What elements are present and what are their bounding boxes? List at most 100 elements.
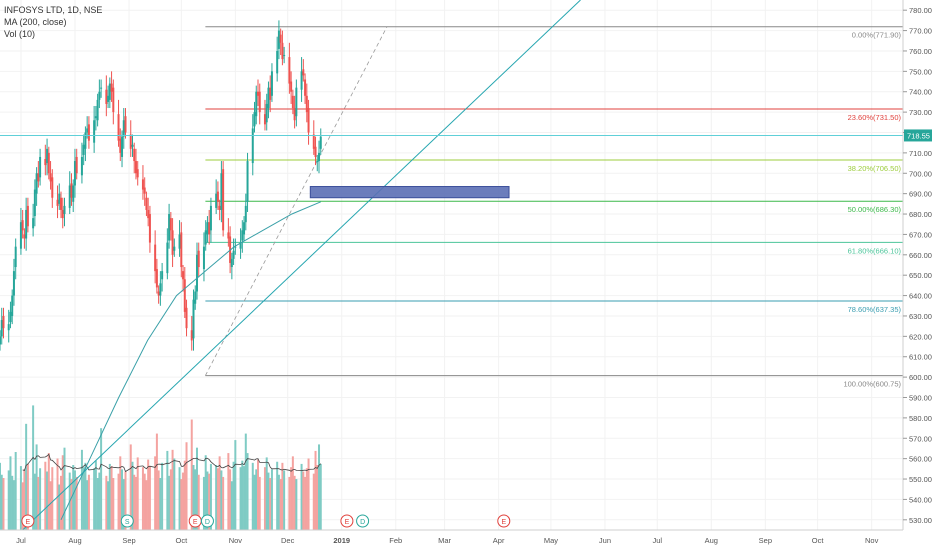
candle-body: [124, 116, 127, 133]
candle-body: [291, 95, 294, 109]
volume-bar: [204, 455, 207, 530]
candle-body: [2, 315, 5, 329]
current-price-badge: [904, 129, 932, 142]
drawings[interactable]: [0, 0, 903, 531]
candle-body: [269, 87, 272, 100]
volume-bar: [49, 481, 52, 530]
candle-body: [244, 205, 247, 223]
fib-trend-line: [205, 26, 388, 376]
volume-bar: [51, 467, 54, 530]
event-marker-letter: D: [360, 519, 365, 526]
volume-bar: [0, 474, 3, 530]
volume-bar: [319, 463, 322, 530]
volume-bar: [253, 474, 256, 530]
volume-bar: [26, 463, 29, 530]
fib-level-label: 0.00%(771.90): [852, 31, 902, 40]
volume-bar: [180, 479, 183, 530]
candle-body: [281, 42, 284, 60]
volume-bar: [215, 465, 218, 530]
price-tick-label: 540.00: [909, 495, 932, 504]
volume-bar: [288, 476, 291, 530]
candle-body: [305, 95, 308, 113]
volume-bar: [133, 474, 136, 530]
volume-bar: [70, 479, 73, 530]
candle-body: [9, 311, 12, 323]
time-tick-label: Nov: [865, 536, 879, 545]
volume-bar: [154, 456, 157, 530]
fib-level-label: 38.20%(706.50): [848, 164, 902, 173]
volume-bar: [185, 442, 188, 530]
candle-body: [133, 148, 136, 162]
legend-symbol[interactable]: INFOSYS LTD, 1D, NSE: [4, 5, 103, 15]
candle-body: [134, 161, 137, 174]
candle-body: [300, 71, 303, 90]
plot-background: [0, 0, 903, 530]
volume-bar: [33, 473, 36, 530]
volume-bar: [258, 476, 261, 530]
candle-body: [257, 91, 259, 96]
candle-body: [145, 197, 148, 210]
volume-bar: [2, 478, 5, 530]
volume-bar: [312, 473, 315, 530]
price-tick-label: 600.00: [909, 373, 932, 382]
candle-body: [12, 271, 15, 296]
time-axis[interactable]: Jul Aug Sep Oct Nov Dec 2019 Feb Mar Apr May Jun Jul…: [0, 529, 903, 545]
volume-bar: [197, 474, 200, 530]
volume-bar: [93, 468, 96, 530]
candle-body: [312, 134, 315, 149]
volume-bar: [206, 471, 209, 530]
candle-body: [230, 258, 233, 268]
volume-bar: [318, 444, 321, 530]
volume-bar: [131, 461, 134, 530]
volume-bar: [143, 473, 146, 530]
price-tick-label: 620.00: [909, 332, 932, 341]
volume-bar: [145, 480, 148, 530]
candle-body: [131, 144, 134, 147]
volume-bar: [208, 473, 211, 530]
time-tick-label: Sep: [122, 536, 135, 545]
candle-body: [157, 291, 160, 296]
price-tick-label: 550.00: [909, 475, 932, 484]
time-tick-label: Apr: [493, 536, 505, 545]
volume-bar: [171, 449, 174, 530]
candle-body: [304, 79, 307, 96]
candle-body: [267, 87, 270, 109]
volume-bar: [61, 455, 64, 530]
candle-body: [302, 69, 305, 76]
volume-bar: [44, 461, 47, 530]
volume-bar: [178, 467, 181, 530]
volume-bar: [291, 456, 294, 530]
volume-bar: [63, 447, 66, 530]
volume-bar: [121, 469, 124, 530]
volume-bar: [21, 482, 24, 530]
legend-ma[interactable]: MA (200, close): [4, 17, 67, 27]
volume-bar: [58, 484, 61, 530]
price-tick-label: 590.00: [909, 394, 932, 403]
candle-body: [37, 173, 40, 182]
volume-bar: [192, 465, 195, 530]
candle-body: [87, 124, 90, 141]
event-marker-letter: S: [125, 519, 130, 526]
volume-bar: [60, 475, 63, 530]
candle-body: [202, 246, 205, 270]
candle-body: [276, 50, 279, 74]
fib-level-label: 100.00%(600.75): [843, 380, 901, 389]
support-trendline: [22, 0, 581, 531]
candle-body: [204, 230, 207, 245]
price-axis[interactable]: 780.00770.00760.00750.00740.00730.00720.…: [902, 0, 932, 530]
ma200-line: [60, 201, 321, 521]
candle-body: [119, 138, 122, 153]
volume-bar: [202, 476, 205, 530]
volume-bar: [182, 472, 185, 530]
volume-bar: [290, 467, 293, 530]
price-tick-label: 610.00: [909, 353, 932, 362]
volume-bar: [302, 471, 305, 530]
volume-bar: [293, 475, 296, 530]
fib-retracement[interactable]: 0.00%(771.90) 23.60%(731.50) 38.20%(706.50…: [205, 26, 903, 389]
volume-bar: [267, 472, 270, 530]
candle-body: [155, 269, 158, 288]
legend-vol[interactable]: Vol (10): [4, 29, 36, 39]
